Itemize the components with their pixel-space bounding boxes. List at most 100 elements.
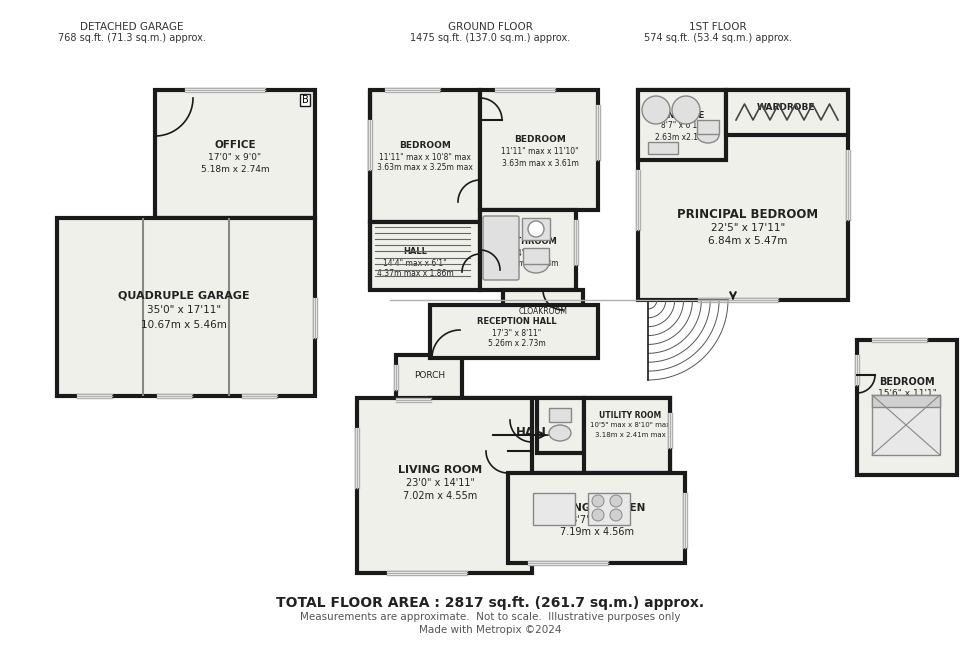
- Text: 5.18m x 2.74m: 5.18m x 2.74m: [201, 165, 270, 175]
- Text: RECEPTION HALL: RECEPTION HALL: [477, 317, 557, 327]
- Bar: [396, 355, 462, 400]
- Bar: [370, 90, 480, 222]
- Bar: [636, 170, 641, 230]
- Text: DINING KITCHEN: DINING KITCHEN: [549, 503, 646, 513]
- Text: 5.26m x 2.73m: 5.26m x 2.73m: [488, 339, 546, 349]
- Bar: [157, 394, 192, 399]
- Text: 2.63m x2.11m: 2.63m x2.11m: [656, 133, 710, 141]
- Text: 7.02m x 4.55m: 7.02m x 4.55m: [403, 491, 477, 501]
- Bar: [697, 120, 719, 134]
- Bar: [528, 561, 608, 566]
- Ellipse shape: [523, 255, 549, 273]
- Bar: [872, 338, 927, 343]
- Ellipse shape: [697, 127, 719, 143]
- Bar: [370, 222, 480, 290]
- Bar: [549, 408, 571, 422]
- Bar: [242, 394, 277, 399]
- Text: BATHROOM: BATHROOM: [503, 238, 557, 246]
- Bar: [726, 298, 770, 302]
- Bar: [522, 218, 550, 240]
- Bar: [508, 473, 685, 563]
- Text: 7.19m x 4.56m: 7.19m x 4.56m: [560, 527, 634, 537]
- Bar: [495, 88, 555, 93]
- Text: DETACHED GARAGE: DETACHED GARAGE: [80, 22, 184, 32]
- Text: Made with Metropix ©2024: Made with Metropix ©2024: [418, 625, 562, 635]
- Circle shape: [642, 96, 670, 124]
- Bar: [185, 88, 265, 93]
- Bar: [857, 340, 957, 475]
- Text: WARDROBE: WARDROBE: [757, 104, 815, 112]
- Text: 1475 sq.ft. (137.0 sq.m.) approx.: 1475 sq.ft. (137.0 sq.m.) approx.: [410, 33, 570, 43]
- Text: 10'5" max x 8'10" max: 10'5" max x 8'10" max: [590, 422, 670, 428]
- Text: 768 sq.ft. (71.3 sq.m.) approx.: 768 sq.ft. (71.3 sq.m.) approx.: [58, 33, 206, 43]
- Bar: [638, 90, 726, 160]
- Text: PRINCIPAL BEDROOM: PRINCIPAL BEDROOM: [677, 208, 818, 222]
- Text: 8'7" x 6'11": 8'7" x 6'11": [661, 122, 706, 131]
- Bar: [846, 150, 851, 220]
- Text: 14'4" max x 6'1": 14'4" max x 6'1": [383, 258, 447, 268]
- Bar: [394, 365, 399, 390]
- Bar: [430, 398, 670, 473]
- Bar: [368, 120, 373, 170]
- Text: PORCH: PORCH: [415, 371, 446, 380]
- Bar: [480, 90, 598, 210]
- Bar: [387, 571, 467, 576]
- Text: 11'11" max x 11'10": 11'11" max x 11'10": [501, 147, 579, 157]
- Text: 2.54m x 2.18m: 2.54m x 2.18m: [501, 258, 559, 268]
- Bar: [698, 298, 778, 303]
- Text: 3.18m x 2.41m max: 3.18m x 2.41m max: [595, 432, 665, 438]
- Text: QUADRUPLE GARAGE: QUADRUPLE GARAGE: [119, 290, 250, 300]
- Bar: [533, 493, 575, 525]
- Circle shape: [528, 221, 544, 237]
- Text: 3.63m max x 3.61m: 3.63m max x 3.61m: [502, 159, 578, 167]
- Text: 23'0" x 14'11": 23'0" x 14'11": [406, 478, 474, 488]
- Circle shape: [592, 509, 604, 521]
- Text: WC: WC: [552, 408, 564, 418]
- Text: 4.37m max x 1.86m: 4.37m max x 1.86m: [376, 270, 454, 278]
- Bar: [648, 142, 678, 154]
- Text: 35'0" x 17'11": 35'0" x 17'11": [147, 305, 221, 315]
- Circle shape: [672, 96, 700, 124]
- Text: 23'7" x 15'0": 23'7" x 15'0": [565, 515, 628, 525]
- Text: 3.63m max x 3.25m max: 3.63m max x 3.25m max: [377, 163, 473, 173]
- Bar: [77, 394, 112, 399]
- Bar: [313, 298, 318, 338]
- Text: BEDROOM: BEDROOM: [514, 135, 565, 145]
- Text: LIVING ROOM: LIVING ROOM: [398, 465, 482, 475]
- Bar: [872, 395, 940, 407]
- Bar: [355, 428, 360, 488]
- Bar: [357, 398, 532, 573]
- Circle shape: [610, 509, 622, 521]
- Bar: [584, 398, 670, 473]
- Circle shape: [592, 495, 604, 507]
- Bar: [726, 90, 848, 135]
- Bar: [57, 218, 315, 396]
- Text: 11'11" max x 10'8" max: 11'11" max x 10'8" max: [379, 153, 471, 161]
- Text: OFFICE: OFFICE: [215, 140, 256, 150]
- Text: BEDROOM: BEDROOM: [399, 141, 451, 149]
- Text: ENSUITE: ENSUITE: [662, 110, 705, 120]
- Text: 17'0" x 9'0": 17'0" x 9'0": [209, 153, 262, 163]
- Text: CLOAKROOM: CLOAKROOM: [518, 307, 567, 317]
- Text: 10.67m x 5.46m: 10.67m x 5.46m: [141, 320, 227, 330]
- Text: B: B: [302, 95, 309, 105]
- Bar: [396, 398, 431, 403]
- Text: BEDROOM: BEDROOM: [879, 377, 935, 387]
- Bar: [872, 395, 940, 455]
- Bar: [588, 493, 630, 525]
- Bar: [503, 290, 583, 330]
- Bar: [480, 210, 576, 290]
- Bar: [668, 413, 673, 448]
- Bar: [638, 90, 848, 300]
- Text: 22'5" x 17'11": 22'5" x 17'11": [710, 223, 785, 233]
- Text: 15'6" x 11'1": 15'6" x 11'1": [877, 390, 937, 398]
- Bar: [683, 493, 688, 548]
- Text: 574 sq.ft. (53.4 sq.m.) approx.: 574 sq.ft. (53.4 sq.m.) approx.: [644, 33, 792, 43]
- Bar: [523, 248, 549, 264]
- Text: Measurements are approximate.  Not to scale.  Illustrative purposes only: Measurements are approximate. Not to sca…: [300, 612, 680, 622]
- Text: 17'3" x 8'11": 17'3" x 8'11": [492, 329, 542, 337]
- Text: GROUND FLOOR: GROUND FLOOR: [448, 22, 532, 32]
- Bar: [430, 305, 598, 358]
- Text: 6.84m x 5.47m: 6.84m x 5.47m: [709, 236, 788, 246]
- Text: HALL: HALL: [403, 248, 427, 256]
